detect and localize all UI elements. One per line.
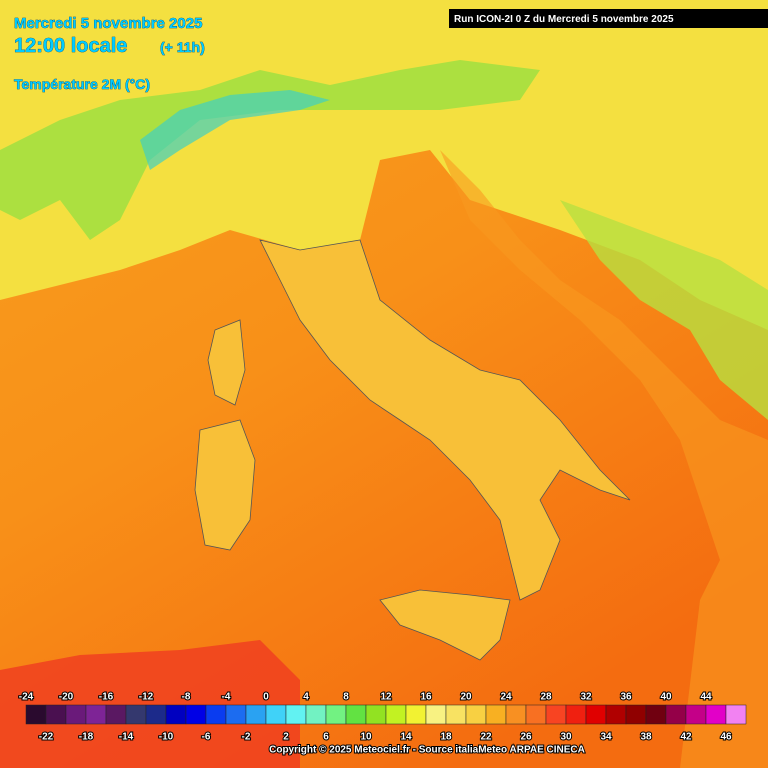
colorbar-label: -6 (202, 732, 211, 743)
colorbar-swatch (205, 704, 227, 725)
colorbar-label: 0 (263, 692, 269, 703)
colorbar-swatch (405, 704, 427, 725)
run-label-box (449, 9, 768, 28)
colorbar-swatch (605, 704, 627, 725)
colorbar-swatch (445, 704, 467, 725)
colorbar-label: 22 (480, 732, 492, 743)
alps-high (140, 90, 330, 170)
colorbar-swatch (685, 704, 707, 725)
colorbar-swatch (325, 704, 347, 725)
colorbar-label: -10 (159, 732, 174, 743)
balkans-mountains (560, 200, 768, 420)
colorbar-label: 34 (600, 732, 612, 743)
colorbar-swatch (65, 704, 87, 725)
colorbar-label: -4 (222, 692, 231, 703)
colorbar-label: 10 (360, 732, 372, 743)
colorbar-label: 8 (343, 692, 349, 703)
colorbar-swatch (245, 704, 267, 725)
colorbar-label: -16 (99, 692, 114, 703)
colorbar-swatch (265, 704, 287, 725)
colorbar-label: -2 (242, 732, 251, 743)
copyright: Copyright © 2025 Meteociel.fr - Source i… (269, 745, 585, 756)
colorbar-label: 24 (500, 692, 512, 703)
colorbar-label: 2 (283, 732, 289, 743)
north-africa (0, 640, 300, 768)
colorbar-label: 28 (540, 692, 552, 703)
colorbar-label: 16 (420, 692, 432, 703)
colorbar-label: 36 (620, 692, 632, 703)
colorbar-swatch (585, 704, 607, 725)
run-label: Run ICON-2I 0 Z du Mercredi 5 novembre 2… (454, 14, 674, 25)
colorbar-label: 42 (680, 732, 692, 743)
sardinia (194, 419, 256, 551)
colorbar-label: -12 (139, 692, 154, 703)
colorbar-label: 40 (660, 692, 672, 703)
colorbar-swatch (285, 704, 307, 725)
colorbar-label: 20 (460, 692, 472, 703)
colorbar-swatch (125, 704, 147, 725)
colorbar-swatch (105, 704, 127, 725)
colorbar-label: 18 (440, 732, 452, 743)
italy (259, 239, 631, 601)
sicily (379, 589, 511, 661)
colorbar-swatch (25, 704, 47, 725)
colorbar-swatch (365, 704, 387, 725)
date: Mercredi 5 novembre 2025 (14, 15, 202, 32)
colorbar-swatch (665, 704, 687, 725)
colorbar-label: 46 (720, 732, 732, 743)
colorbar-label: 30 (560, 732, 572, 743)
colorbar-swatch (505, 704, 527, 725)
colorbar-label: 26 (520, 732, 532, 743)
colorbar-swatch (85, 704, 107, 725)
colorbar-label: -24 (19, 692, 34, 703)
colorbar-swatch (45, 704, 67, 725)
colorbar-label: -8 (182, 692, 191, 703)
colorbar-label: 38 (640, 732, 652, 743)
colorbar-swatch (165, 704, 187, 725)
colorbar-label: 4 (303, 692, 309, 703)
colorbar-swatch (645, 704, 667, 725)
colorbar-label: -18 (79, 732, 94, 743)
colorbar-label: -20 (59, 692, 74, 703)
colorbar-swatch (525, 704, 547, 725)
colorbar-swatch (485, 704, 507, 725)
colorbar-label: -14 (119, 732, 134, 743)
colorbar: -24-22-20-18-16-14-12-10-8-6-4-202468101… (18, 691, 747, 744)
colorbar-label: -22 (39, 732, 54, 743)
colorbar-swatch (565, 704, 587, 725)
colorbar-label: 14 (400, 732, 412, 743)
colorbar-label: 12 (380, 692, 392, 703)
colorbar-swatch (725, 704, 747, 725)
colorbar-swatch (145, 704, 167, 725)
colorbar-label: 6 (323, 732, 329, 743)
variable: Température 2M (°C) (14, 76, 150, 92)
colorbar-swatch (705, 704, 727, 725)
colorbar-swatch (625, 704, 647, 725)
offset: (+ 11h) (160, 39, 205, 55)
colorbar-swatch (545, 704, 567, 725)
alps (0, 60, 540, 240)
northern-land (0, 0, 768, 330)
colorbar-label: 32 (580, 692, 592, 703)
colorbar-swatch (225, 704, 247, 725)
colorbar-swatch (465, 704, 487, 725)
colorbar-swatch (305, 704, 327, 725)
corsica (207, 319, 246, 406)
colorbar-swatch (345, 704, 367, 725)
time: 12:00 locale (14, 35, 127, 57)
colorbar-swatch (185, 704, 207, 725)
colorbar-label: 44 (700, 692, 712, 703)
colorbar-swatch (385, 704, 407, 725)
colorbar-swatch (425, 704, 447, 725)
